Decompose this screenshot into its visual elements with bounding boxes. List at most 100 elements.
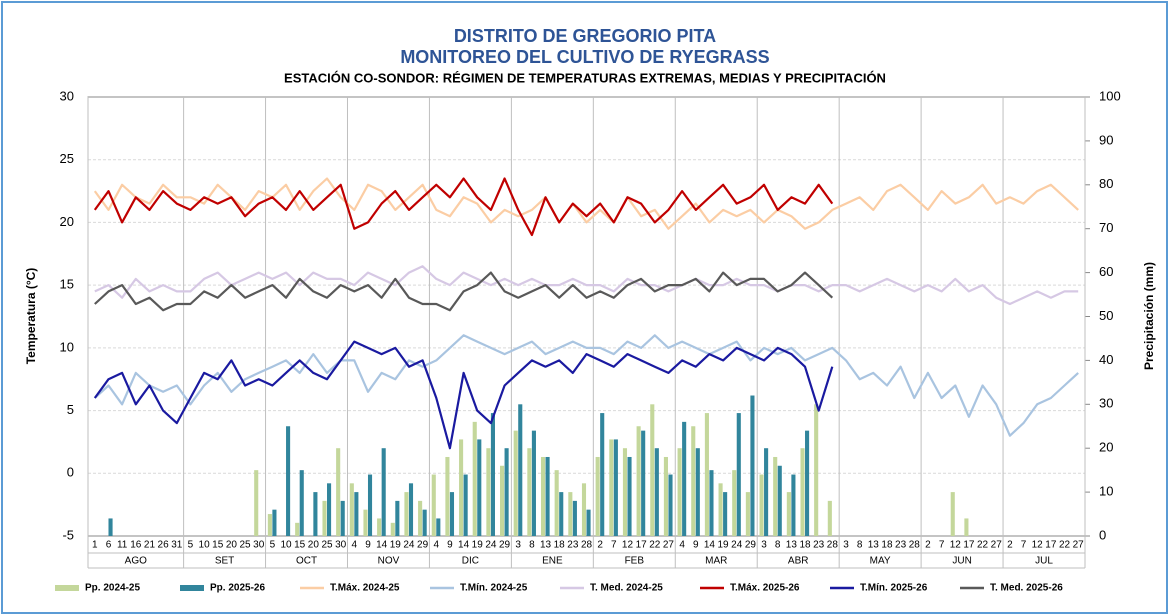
x-tick-label: 7 [939, 540, 945, 551]
bar [750, 395, 755, 536]
bar [531, 430, 536, 536]
x-tick-label: 6 [106, 540, 112, 551]
x-tick-label: 9 [693, 540, 699, 551]
x-tick-label: 29 [417, 540, 429, 551]
x-tick-label: 22 [977, 540, 989, 551]
bar [267, 514, 272, 536]
bar [377, 518, 382, 536]
bar [340, 500, 345, 536]
month-label: ABR [788, 556, 809, 567]
bar [805, 430, 810, 536]
bar [764, 448, 769, 536]
bar [254, 470, 259, 536]
x-tick-label: 30 [253, 540, 265, 551]
bar [827, 500, 832, 536]
x-tick-label: 13 [540, 540, 552, 551]
chart-subtitle: MONITOREO DEL CULTIVO DE RYEGRASS [400, 47, 769, 67]
x-tick-label: 14 [458, 540, 470, 551]
bar [445, 456, 450, 536]
bar [572, 500, 577, 536]
x-tick-label: 4 [352, 540, 358, 551]
bar [545, 456, 550, 536]
x-tick-label: 24 [485, 540, 497, 551]
bar [477, 439, 482, 536]
bar [449, 492, 455, 536]
bar [363, 509, 368, 536]
x-tick-label: 7 [1021, 540, 1027, 551]
bar [668, 474, 673, 536]
bar [486, 448, 491, 536]
x-tick-label: 12 [950, 540, 962, 551]
bar [613, 439, 618, 536]
bar [709, 470, 714, 536]
line [93, 177, 834, 237]
x-tick-label: 18 [554, 540, 566, 551]
x-tick-label: 22 [649, 540, 661, 551]
x-tick-label: 4 [433, 540, 439, 551]
bar [650, 404, 655, 536]
x-tick-label: 3 [515, 540, 521, 551]
x-tick-label: 13 [786, 540, 798, 551]
x-tick-label: 30 [335, 540, 347, 551]
bar [436, 518, 441, 536]
bar [472, 421, 477, 536]
y2-tick-label: 50 [1099, 308, 1113, 323]
month-label: SET [215, 556, 234, 567]
bar [518, 404, 523, 536]
bar [490, 413, 495, 536]
x-tick-label: 27 [1073, 540, 1085, 551]
x-tick-label: 8 [857, 540, 863, 551]
month-label: MAY [870, 556, 891, 567]
bar [459, 439, 464, 536]
y2-tick-label: 90 [1099, 132, 1113, 147]
x-tick-label: 17 [963, 540, 975, 551]
y-tick-label: 5 [67, 402, 74, 417]
x-tick-label: 12 [1032, 540, 1044, 551]
legend-label: T. Med. 2025-26 [990, 583, 1063, 594]
bar [677, 448, 682, 536]
x-tick-label: 24 [403, 540, 415, 551]
x-tick-label: 31 [171, 540, 183, 551]
line [93, 340, 834, 450]
bar [418, 500, 423, 536]
y-tick-label: 30 [60, 88, 74, 103]
bar [349, 483, 354, 536]
x-tick-label: 12 [622, 540, 634, 551]
x-tick-label: 14 [704, 540, 716, 551]
bar [745, 492, 750, 536]
legend-label: T.Mín. 2024-25 [460, 583, 528, 594]
bar [431, 474, 436, 536]
x-tick-label: 29 [499, 540, 511, 551]
y2-tick-label: 100 [1099, 88, 1121, 103]
x-tick-label: 25 [321, 540, 333, 551]
x-tick-label: 21 [144, 540, 156, 551]
bar [704, 413, 709, 536]
month-label: ENE [542, 556, 563, 567]
bar [718, 483, 723, 536]
x-tick-label: 2 [925, 540, 931, 551]
bar [422, 509, 427, 536]
bar [950, 492, 955, 536]
y2-tick-label: 40 [1099, 352, 1113, 367]
bar [286, 426, 291, 536]
month-label: OCT [296, 556, 317, 567]
x-tick-label: 18 [881, 540, 893, 551]
month-label: JUN [952, 556, 971, 567]
line [94, 265, 1079, 306]
x-tick-label: 20 [308, 540, 320, 551]
bar [622, 448, 628, 536]
x-tick-label: 28 [909, 540, 921, 551]
x-tick-label: 19 [472, 540, 484, 551]
x-tick-label: 17 [636, 540, 648, 551]
y-tick-label: 0 [67, 465, 74, 480]
y-tick-label: -5 [62, 527, 74, 542]
x-tick-label: 16 [130, 540, 142, 551]
bar [295, 522, 300, 536]
x-tick-label: 11 [117, 540, 128, 551]
bar [513, 430, 518, 536]
line [94, 271, 834, 312]
bar [354, 492, 359, 536]
bar [559, 492, 564, 536]
bar [586, 509, 591, 536]
